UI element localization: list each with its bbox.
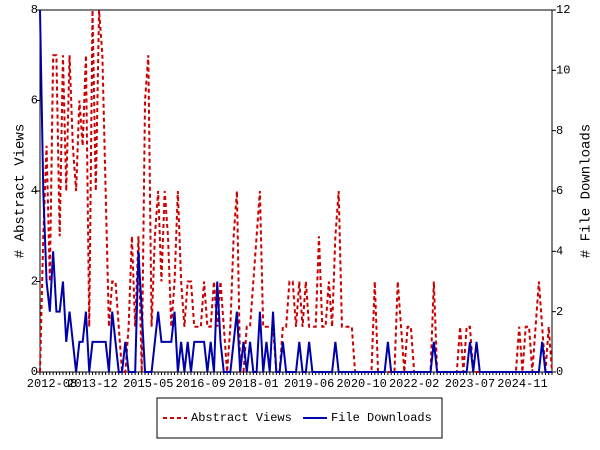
y2-axis-label: # File Downloads bbox=[579, 124, 595, 258]
x-tick-label: 2023-07 bbox=[445, 377, 495, 391]
y2-tick-label: 2 bbox=[556, 305, 563, 319]
x-tick-label: 2016-09 bbox=[176, 377, 226, 391]
series-line bbox=[39, 9, 552, 373]
y2-tick-label: 10 bbox=[556, 64, 570, 78]
legend-label: Abstract Views bbox=[191, 411, 292, 425]
y2-tick-label: 0 bbox=[556, 365, 563, 379]
x-tick-label: 2019-06 bbox=[284, 377, 334, 391]
y2-tick-label: 4 bbox=[556, 245, 563, 259]
legend-box bbox=[156, 397, 443, 439]
y2-tick-label: 8 bbox=[556, 124, 563, 138]
y-tick-label: 8 bbox=[31, 3, 38, 17]
y-tick-label: 4 bbox=[31, 184, 38, 198]
x-tick-label: 2022-02 bbox=[389, 377, 439, 391]
y-tick-label: 0 bbox=[31, 365, 38, 379]
x-tick-label: 2013-12 bbox=[67, 377, 117, 391]
y-axis-label: # Abstract Views bbox=[13, 124, 29, 258]
x-tick-label: 2020-10 bbox=[336, 377, 386, 391]
legend-label: File Downloads bbox=[331, 411, 432, 425]
y-tick-label: 6 bbox=[31, 94, 38, 108]
x-tick-label: 2015-05 bbox=[123, 377, 173, 391]
x-tick-label: 2012-08 bbox=[27, 377, 77, 391]
x-tick-label: 2018-01 bbox=[228, 377, 278, 391]
y-tick-label: 2 bbox=[31, 275, 38, 289]
y2-tick-label: 12 bbox=[556, 3, 570, 17]
series-line bbox=[39, 9, 553, 373]
y2-tick-label: 6 bbox=[556, 184, 563, 198]
x-tick-label: 2024-11 bbox=[497, 377, 547, 391]
